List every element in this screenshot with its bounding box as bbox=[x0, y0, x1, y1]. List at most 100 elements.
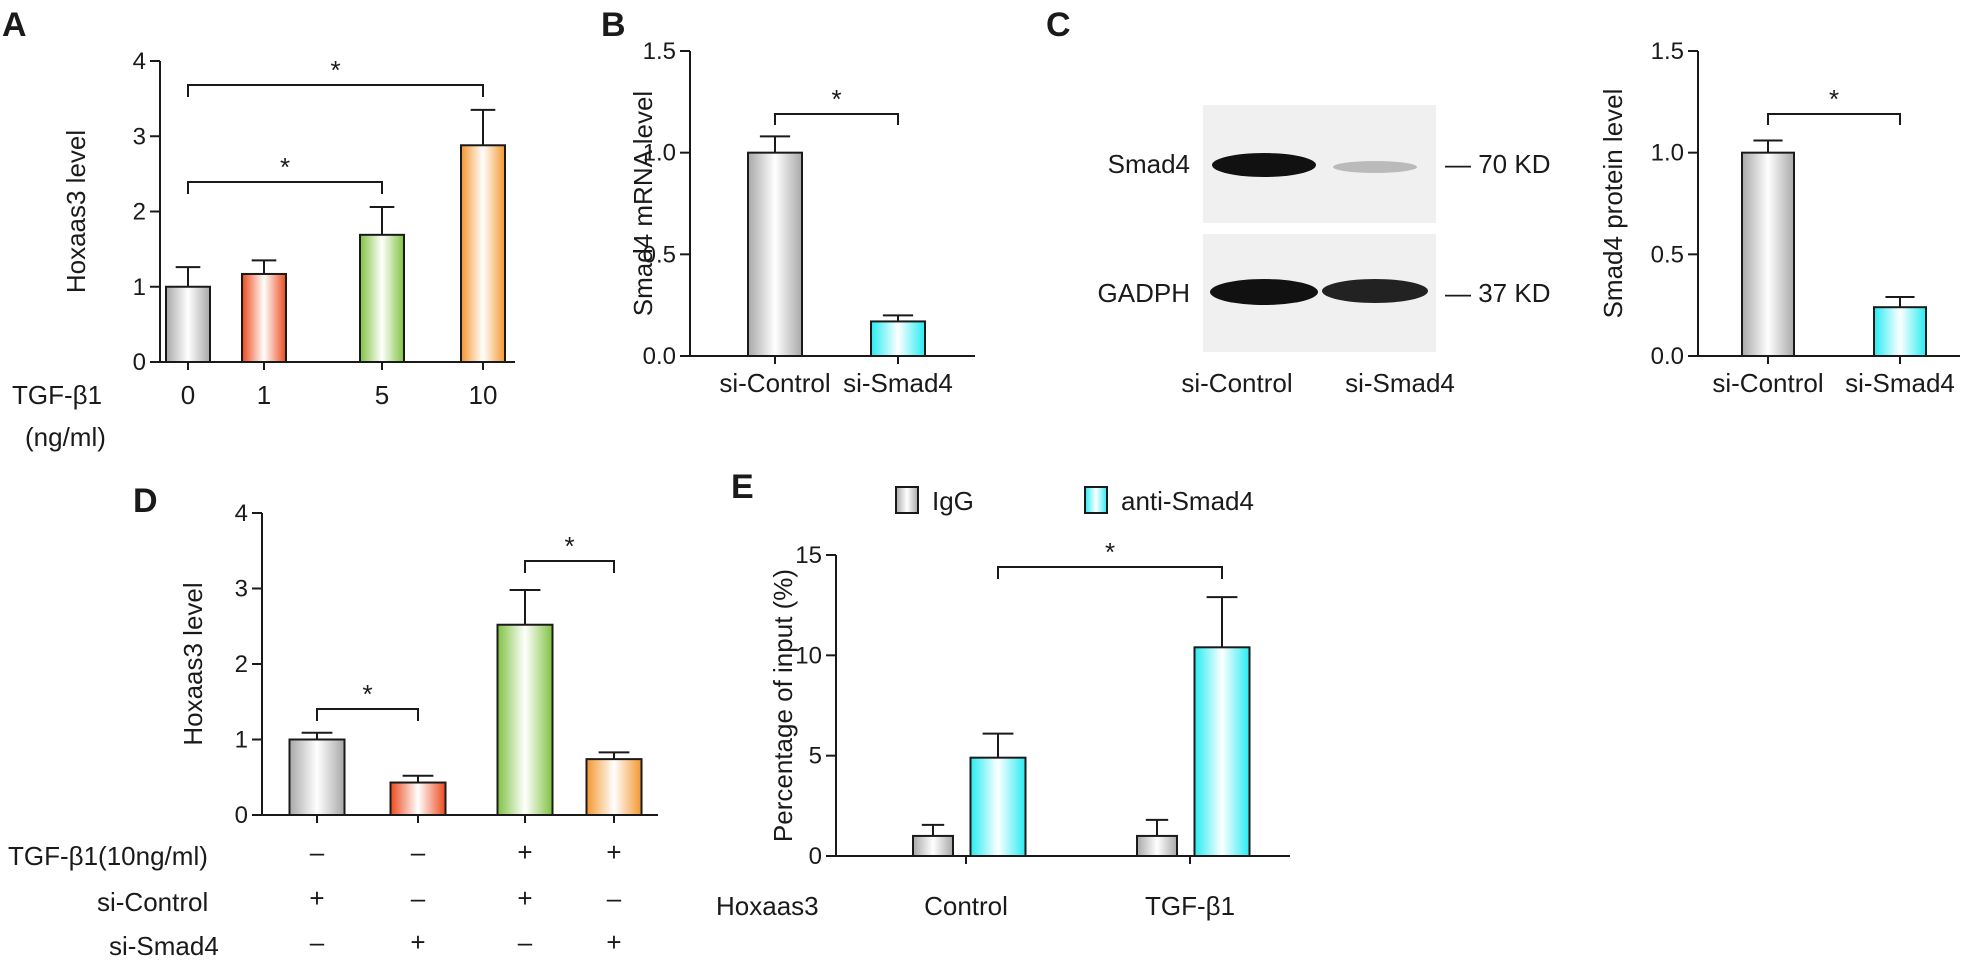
panel-d-ytick-label: 4 bbox=[235, 500, 248, 527]
panel-d-condition-sign: + bbox=[517, 837, 532, 867]
legend-label-igg: IgG bbox=[932, 486, 974, 516]
panel-e-ytick-label: 0 bbox=[809, 843, 822, 870]
panel-b-significance-bracket bbox=[774, 113, 899, 125]
panel-e-bar-igg bbox=[1136, 834, 1178, 858]
panel-b-category-label: si-Smad4 bbox=[843, 368, 953, 398]
panel-c-chart: 0.0 0.5 1.0 1.5 Smad4 protein level si-Contro… bbox=[1598, 38, 1960, 398]
blot-label-gadph: GADPH bbox=[1098, 278, 1190, 308]
panel-e-category-label: Control bbox=[924, 891, 1008, 921]
panel-c-category-label: si-Control bbox=[1712, 368, 1823, 398]
panel-b-y-axis-label: Smad4 mRNA level bbox=[628, 91, 658, 316]
panel-d-condition-sign: – bbox=[411, 883, 426, 913]
panel-a-category-label: 10 bbox=[469, 380, 498, 410]
panel-label-a: A bbox=[2, 6, 27, 44]
panel-c-ytick-label: 1.5 bbox=[1651, 38, 1684, 65]
panel-d-bar bbox=[288, 738, 346, 816]
panel-e-ytick-label: 5 bbox=[809, 743, 822, 770]
panel-d-condition-sign: + bbox=[309, 883, 324, 913]
panel-e-ytick-label: 15 bbox=[795, 542, 822, 569]
panel-e-row-label: Hoxaas3 bbox=[716, 891, 819, 921]
panel-a-category-label: 1 bbox=[257, 380, 271, 410]
panel-e-significance-bracket bbox=[997, 566, 1223, 579]
panel-d-condition-table: TGF-β1(10ng/ml) – – + + si-Control + – + – si-Smad… bbox=[8, 837, 622, 960]
panel-d-ytick-label: 3 bbox=[235, 576, 248, 603]
panel-label-e: E bbox=[731, 468, 754, 506]
panel-label-b: B bbox=[601, 6, 626, 44]
panel-d-condition-sign: + bbox=[517, 883, 532, 913]
blot-band-gadph-si-control bbox=[1210, 279, 1318, 305]
panel-e-y-axis-label: Percentage of input (%) bbox=[768, 569, 798, 842]
panel-c-ytick-label: 1.0 bbox=[1651, 140, 1684, 167]
panel-c-y-axis-label: Smad4 protein level bbox=[1598, 89, 1628, 319]
panel-a-category-label: 5 bbox=[375, 380, 389, 410]
panel-d-bar bbox=[389, 781, 447, 816]
panel-b-ytick-label: 1.5 bbox=[643, 38, 676, 65]
panel-a-row-label: TGF-β1 bbox=[12, 380, 102, 410]
panel-d-condition-sign: – bbox=[607, 883, 622, 913]
panel-e-bar-anti-smad4 bbox=[969, 756, 1027, 858]
panel-b-bar bbox=[870, 320, 926, 357]
panel-e-ytick-label: 10 bbox=[795, 642, 822, 669]
blot-lane-si-control: si-Control bbox=[1181, 368, 1292, 398]
panel-d-condition-sign: + bbox=[410, 927, 425, 957]
panel-a-bar bbox=[460, 144, 506, 363]
panel-a-category-label: 0 bbox=[181, 380, 195, 410]
legend-label-anti-smad4: anti-Smad4 bbox=[1121, 486, 1254, 516]
panel-a-ytick-label: 1 bbox=[133, 274, 146, 301]
panel-a-bar bbox=[359, 233, 405, 363]
panel-d-condition-label: si-Control bbox=[97, 887, 208, 917]
panel-label-c: C bbox=[1046, 6, 1071, 44]
panel-c-ytick-label: 0.5 bbox=[1651, 241, 1684, 268]
panel-label-d: D bbox=[133, 482, 158, 520]
panel-a-y-axis-label: Hoxaas3 level bbox=[61, 130, 91, 293]
panel-b-ytick-label: 0.0 bbox=[643, 343, 676, 370]
panel-d-condition-sign: – bbox=[518, 927, 533, 957]
panel-a-ytick-label: 0 bbox=[133, 349, 146, 376]
panel-d-condition-sign: – bbox=[310, 927, 325, 957]
panel-b-bar bbox=[747, 151, 803, 357]
panel-c-bar bbox=[1873, 306, 1927, 358]
blot-size-37kd: — 37 KD bbox=[1445, 278, 1551, 308]
panel-c-significance-star: * bbox=[1829, 84, 1839, 114]
panel-a-significance-star: * bbox=[330, 55, 340, 85]
panel-d-significance-bracket bbox=[524, 560, 615, 573]
panel-a-ytick-label: 2 bbox=[133, 199, 146, 226]
panel-e-legend: IgG anti-Smad4 bbox=[895, 486, 1254, 516]
panel-a-significance-star: * bbox=[280, 152, 290, 182]
blot-band-smad4-si-smad4 bbox=[1333, 161, 1417, 173]
panel-d-condition-sign: + bbox=[606, 927, 621, 957]
panel-d-bar bbox=[496, 623, 554, 816]
panel-b-ytick-label: 0.5 bbox=[643, 241, 676, 268]
panel-d-bar bbox=[585, 758, 643, 817]
panel-a-significance-bracket bbox=[187, 84, 484, 97]
panel-d-ytick-label: 1 bbox=[235, 727, 248, 754]
panel-a-ytick-label: 3 bbox=[133, 123, 146, 150]
panel-d-ytick-label: 2 bbox=[235, 651, 248, 678]
panel-b-category-label: si-Control bbox=[719, 368, 830, 398]
panel-d-significance-star: * bbox=[362, 679, 372, 709]
panel-e-category-label: TGF-β1 bbox=[1145, 891, 1235, 921]
blot-lane-si-smad4: si-Smad4 bbox=[1345, 368, 1455, 398]
blot-size-70kd: — 70 KD bbox=[1445, 149, 1551, 179]
panel-a-bar bbox=[165, 285, 211, 363]
blot-band-gadph-si-smad4 bbox=[1322, 279, 1428, 303]
legend-swatch-anti-smad4 bbox=[1084, 486, 1108, 514]
legend-swatch-igg bbox=[895, 486, 919, 514]
panel-c-ytick-label: 0.0 bbox=[1651, 343, 1684, 370]
western-blot: Smad4 GADPH — 70 KD — 37 KD si-Control s… bbox=[1098, 105, 1551, 398]
panel-a-significance-bracket bbox=[187, 181, 383, 194]
panel-b-chart: 0.0 0.5 1.0 1.5 Smad4 mRNA level si-Control si… bbox=[628, 38, 975, 398]
panel-d-condition-sign: – bbox=[411, 837, 426, 867]
panel-a-chart: 0 1 2 3 4 Hoxaas3 level 0 1 5 10 * * bbox=[61, 48, 515, 410]
panel-a-bar bbox=[241, 272, 287, 363]
panel-d-condition-label: TGF-β1(10ng/ml) bbox=[8, 841, 208, 871]
panel-c-category-label: si-Smad4 bbox=[1845, 368, 1955, 398]
blot-band-smad4-si-control bbox=[1212, 153, 1316, 177]
panel-d-significance-bracket bbox=[316, 708, 419, 721]
panel-d-ytick-label: 0 bbox=[235, 802, 248, 829]
panel-e-significance-star: * bbox=[1105, 537, 1115, 567]
panel-a-ytick-label: 4 bbox=[133, 48, 146, 75]
panel-c-significance-bracket bbox=[1767, 113, 1901, 125]
